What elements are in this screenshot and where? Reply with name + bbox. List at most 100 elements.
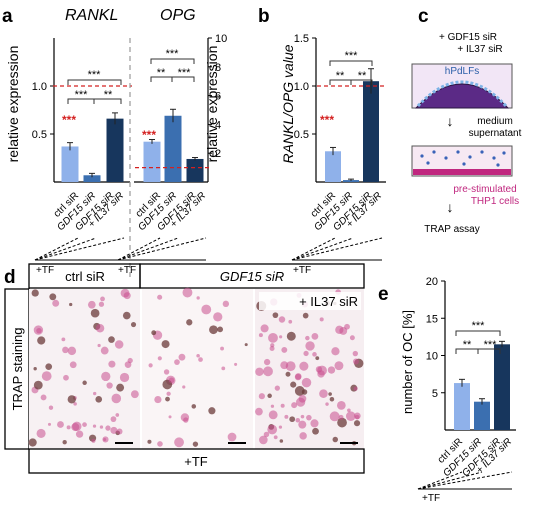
panel-a-rankl-sig-top: *** xyxy=(88,69,102,81)
panel-e-bar-0 xyxy=(454,383,470,430)
panel-e-brackets xyxy=(455,330,501,354)
micrograph-cell xyxy=(28,438,37,447)
micrograph-cell xyxy=(263,358,271,366)
panel-b-tick-label-1: 1.0 xyxy=(294,81,309,93)
micrograph-cell xyxy=(349,335,355,341)
micrograph-cell xyxy=(198,357,203,362)
micrograph-cell xyxy=(82,422,87,427)
micrograph-cell xyxy=(221,366,226,371)
micrograph-cell xyxy=(73,402,77,406)
micrograph-cell xyxy=(263,431,270,438)
micrograph-cell xyxy=(161,340,170,349)
panel-e-sig-right: *** xyxy=(484,339,498,351)
panel-a-opg-bar-2 xyxy=(186,158,204,182)
panel-a-tf-lines xyxy=(34,237,207,261)
micrograph-cell xyxy=(294,386,305,396)
micrograph-cell xyxy=(116,428,123,435)
micrograph-cell xyxy=(300,414,305,419)
micrograph-cell xyxy=(352,358,359,365)
micrograph-cell xyxy=(222,300,230,308)
micrograph-cell xyxy=(114,340,124,349)
micrograph-cell xyxy=(62,346,69,354)
panel-a-tf-left: +TF xyxy=(36,265,54,276)
micrograph-cell xyxy=(196,353,200,358)
micrograph-cell xyxy=(299,361,309,371)
micrograph-cell xyxy=(52,299,60,307)
micrograph-cell xyxy=(209,325,218,335)
panel-e-bars xyxy=(454,340,510,430)
micrograph-cell xyxy=(329,411,340,422)
micrograph-cell xyxy=(99,425,104,429)
micrograph-cell xyxy=(165,396,170,402)
panel-b-tf: +TF xyxy=(293,265,311,276)
micrograph-cell xyxy=(328,392,332,396)
panel-a-right-tick-label-1: 8 xyxy=(215,62,221,74)
micrograph-cell xyxy=(260,324,269,333)
panel-a-right-xlabels: ctrl siR GDF15 siR GDF15 siR + IL37 siR xyxy=(134,190,208,233)
micrograph-cell xyxy=(93,391,97,396)
micrograph-cell xyxy=(301,377,312,388)
micrograph-cell xyxy=(90,308,100,318)
micrograph-cell xyxy=(278,425,283,429)
micrograph-cell xyxy=(110,416,117,423)
panel-a-rankl-bar-2 xyxy=(106,118,124,182)
panel-a-left-tick-label-1: 0.5 xyxy=(32,129,47,141)
micrograph-cell xyxy=(47,422,52,426)
micrograph-cell xyxy=(334,361,344,371)
panel-c-culture-dish xyxy=(411,63,513,109)
micrograph-cell xyxy=(186,319,193,326)
micrograph-cell xyxy=(119,372,130,383)
panel-e-tick-label-0: 20 xyxy=(426,276,438,288)
micrograph-cell xyxy=(331,347,340,356)
panel-a-rankl-bar-1 xyxy=(83,175,101,182)
micrograph-cell xyxy=(302,312,309,319)
micrograph-cell xyxy=(75,430,84,438)
micrograph-cell xyxy=(291,402,298,409)
panel-d-il37-bg xyxy=(259,292,361,310)
panel-b-tick-label-0: 1.5 xyxy=(294,33,309,45)
micrograph-cell xyxy=(255,407,263,416)
micrograph-cell xyxy=(174,359,180,365)
micrograph-cell xyxy=(102,436,109,443)
micrograph-cell xyxy=(33,325,44,335)
micrograph-cell xyxy=(319,389,328,398)
panel-a-opg-sig-right: *** xyxy=(178,67,192,79)
micrograph-cell xyxy=(33,380,43,390)
panel-a-tf-right: +TF xyxy=(118,265,136,276)
panel-c-trap-assay: TRAP assay xyxy=(424,224,479,235)
micrograph-cell xyxy=(71,423,80,432)
micrograph-cell xyxy=(286,331,296,341)
micrograph-cell xyxy=(147,439,152,444)
micrograph-cell xyxy=(130,390,139,399)
micrograph-cell xyxy=(183,417,189,423)
panel-a-rankl-bar-0 xyxy=(61,146,79,182)
micrograph-cell xyxy=(336,401,346,410)
micrograph-cell xyxy=(279,335,283,339)
panel-b-ylabel: RANKL/OPG value xyxy=(280,44,296,163)
panel-a-letter: a xyxy=(2,6,13,27)
panel-a-opg-sig-top: *** xyxy=(166,48,180,60)
micrograph-cell xyxy=(201,304,212,315)
micrograph-cell xyxy=(31,289,39,297)
micrograph-cell xyxy=(267,393,272,399)
micrograph-cell xyxy=(63,374,69,381)
micrograph-cell xyxy=(327,366,336,374)
micrograph-cell xyxy=(36,428,46,439)
micrograph-cell xyxy=(273,435,278,440)
micrograph-cell xyxy=(319,317,324,322)
micrograph-cell xyxy=(310,419,319,428)
micrograph-cell xyxy=(163,369,170,375)
micrograph-cell xyxy=(69,361,77,369)
micrograph-cell xyxy=(337,417,347,428)
micrograph-cell xyxy=(120,288,130,298)
micrograph-cell xyxy=(268,332,278,343)
panel-d-footer xyxy=(28,448,365,474)
micrograph-cell xyxy=(298,394,307,403)
micrograph-cell xyxy=(168,377,175,384)
micrograph-cell xyxy=(67,395,76,404)
micrograph-cell xyxy=(227,432,237,442)
micrograph-cell xyxy=(278,316,286,323)
micrograph-cell xyxy=(332,436,339,443)
micrograph-cell xyxy=(154,395,162,404)
micrograph-cell xyxy=(280,403,285,408)
